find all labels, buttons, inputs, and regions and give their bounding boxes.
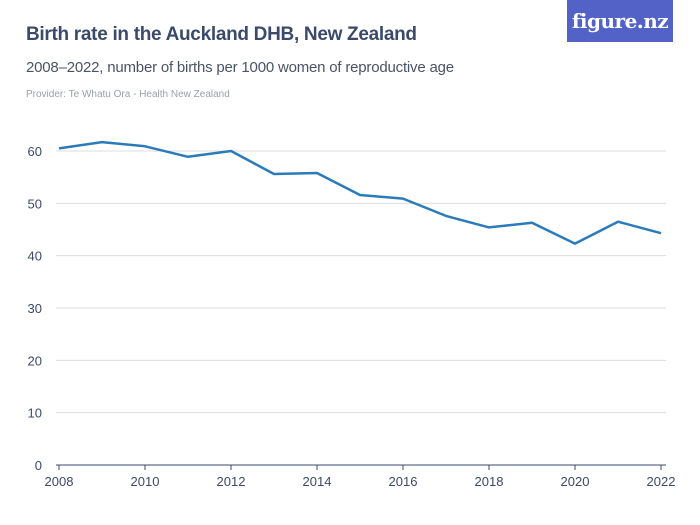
x-tick-label: 2016 bbox=[389, 474, 418, 489]
y-tick-label: 30 bbox=[28, 301, 42, 316]
x-tick-label: 2010 bbox=[131, 474, 160, 489]
y-tick-label: 50 bbox=[28, 196, 42, 211]
y-tick-label: 60 bbox=[28, 144, 42, 159]
x-tick-label: 2018 bbox=[475, 474, 504, 489]
y-tick-label: 40 bbox=[28, 249, 42, 264]
y-tick-label: 20 bbox=[28, 353, 42, 368]
figure-nz-logo[interactable]: figure.nz bbox=[567, 0, 673, 42]
x-tick-label: 2022 bbox=[647, 474, 676, 489]
x-tick-label: 2014 bbox=[303, 474, 332, 489]
y-tick-label: 10 bbox=[28, 406, 42, 421]
series-line bbox=[58, 140, 662, 245]
x-tick-label: 2008 bbox=[45, 474, 74, 489]
y-tick-label: 0 bbox=[35, 458, 42, 473]
provider-text: Provider: Te Whatu Ora - Health New Zeal… bbox=[26, 89, 230, 100]
x-tick-label: 2012 bbox=[217, 474, 246, 489]
x-tick-label: 2020 bbox=[561, 474, 590, 489]
chart-subtitle: 2008–2022, number of births per 1000 wom… bbox=[26, 59, 454, 76]
chart-title: Birth rate in the Auckland DHB, New Zeal… bbox=[26, 24, 417, 45]
